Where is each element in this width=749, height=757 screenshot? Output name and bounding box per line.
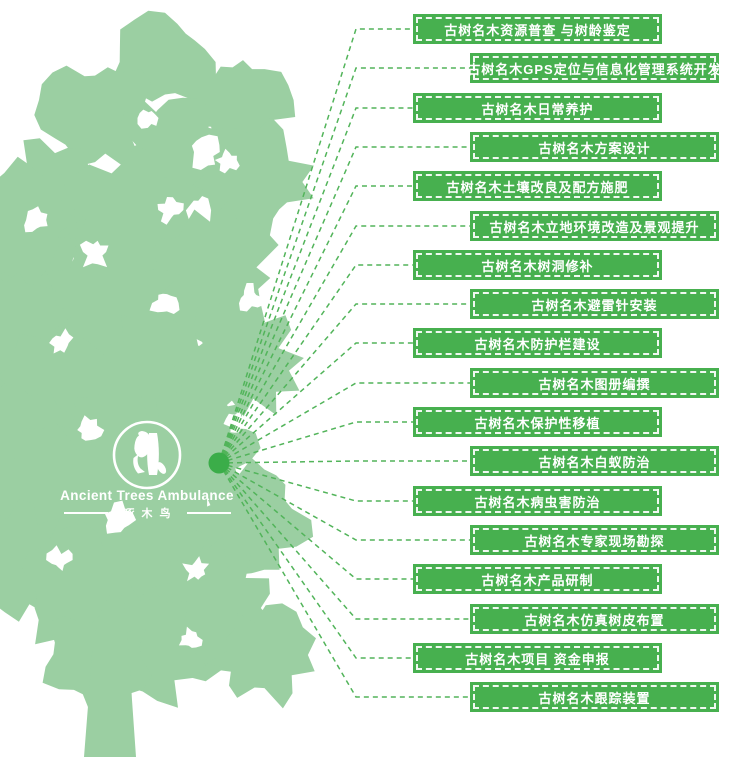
service-box: 古树名木病虫害防治	[413, 486, 662, 516]
service-box: 古树名木资源普查 与树龄鉴定	[413, 14, 662, 44]
tree-silhouette	[0, 10, 316, 757]
logo-dash-left	[63, 512, 108, 514]
service-box: 古树名木产品研制	[413, 564, 662, 594]
service-box: 古树名木立地环境改造及景观提升	[470, 211, 719, 241]
service-box: 古树名木项目 资金申报	[413, 643, 662, 673]
tree-leaf-gaps	[24, 109, 264, 648]
logo: Ancient Trees Ambulance 啄木鸟	[27, 418, 267, 521]
connector-lines	[218, 28, 470, 698]
service-box: 古树名木专家现场勘探	[470, 525, 719, 555]
service-box: 古树名木土壤改良及配方施肥	[413, 171, 662, 201]
service-box: 古树名木日常养护	[413, 93, 662, 123]
service-box: 古树名木树洞修补	[413, 250, 662, 280]
service-box: 古树名木图册编撰	[470, 368, 719, 398]
logo-name-cn-row: 啄木鸟	[27, 505, 267, 521]
service-box: 古树名木跟踪装置	[470, 682, 719, 712]
service-box: 古树名木避雷针安装	[470, 289, 719, 319]
logo-name-cn: 啄木鸟	[123, 508, 178, 520]
service-box: 古树名木防护栏建设	[413, 328, 662, 358]
hub-dot	[208, 452, 230, 474]
logo-dash-right	[186, 512, 231, 514]
service-box: 古树名木保护性移植	[413, 407, 662, 437]
woodpecker-logo-icon	[110, 418, 184, 492]
service-box: 古树名木白蚁防治	[470, 446, 719, 476]
service-box: 古树名木方案设计	[470, 132, 719, 162]
service-box: 古树名木仿真树皮布置	[470, 604, 719, 634]
service-box: 古树名木GPS定位与信息化管理系统开发	[470, 53, 719, 83]
logo-name-en: Ancient Trees Ambulance	[60, 488, 234, 503]
